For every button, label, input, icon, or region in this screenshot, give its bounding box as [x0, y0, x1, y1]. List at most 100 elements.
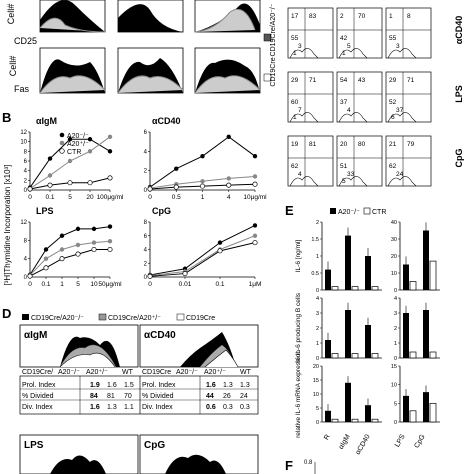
data-point [147, 186, 153, 192]
quadrant-value: 4 [347, 107, 351, 114]
flow-contour [338, 112, 368, 123]
table-cell: 1.3 [223, 382, 233, 389]
panel-letter-e: E [285, 203, 294, 218]
e-y-tick-label: 0 [316, 420, 319, 426]
bar-ctr [429, 402, 437, 423]
quadrant-value: 37 [396, 107, 404, 114]
e-y-tick-label: 4 [316, 296, 319, 302]
series-line-1 [149, 235, 256, 277]
data-point [67, 137, 73, 142]
chart-title: LPS [36, 206, 54, 216]
histogram-wt-3 [194, 8, 256, 33]
y-tick-label: 6 [144, 234, 148, 240]
d-table-rows: Prol. Index 1.9 1.6 1.5 Prol. Index 1.6 1.3 1.3… [20, 382, 258, 411]
flow-plot-frame [336, 7, 383, 59]
e-y-tick-label: 2 [316, 220, 319, 226]
data-point [107, 239, 113, 244]
row-label-c: CpG [454, 149, 464, 168]
e-y-tick-label: 40 [391, 220, 397, 226]
panel-a: Cell# CD25 Cell# Fas CD19Cre/A20⁻/⁻ CD19… [6, 0, 277, 94]
table-cell: 1.6 [107, 382, 117, 389]
x-tick-label: 50μg/ml [98, 281, 122, 288]
data-point [107, 175, 113, 181]
data-point [43, 265, 49, 271]
data-point [200, 179, 205, 184]
y-tick-label: 0 [24, 188, 28, 194]
x-tick-label: 1 [60, 281, 64, 288]
quadrant-value: 55 [291, 35, 299, 42]
bar-ctr [429, 351, 437, 359]
bar-ctr [351, 286, 359, 291]
quadrant-value: 62 [389, 163, 397, 170]
d-hist-lps [50, 455, 106, 474]
flow-contour [338, 176, 368, 187]
e-y-tick-label: 10 [391, 383, 397, 389]
flow-contour [289, 112, 319, 123]
quadrant-value: 5 [347, 43, 351, 50]
quadrant-value: 52 [389, 99, 397, 106]
table-cell: 1.5 [124, 382, 134, 389]
quadrant-value: 60 [291, 99, 299, 106]
bar-ko [403, 395, 409, 422]
chart-title: αIgM [36, 116, 57, 126]
flow-contour [387, 176, 417, 187]
data-point [59, 233, 65, 238]
flow-plot-frame [385, 7, 432, 59]
data-point [75, 251, 81, 257]
legend-marker-het [59, 140, 65, 146]
table-cell: 84 [90, 393, 98, 400]
legend-label-d-wt: CD19Cre [186, 315, 215, 322]
table-cell: 0.6 [206, 404, 216, 411]
table-cell: 44 [206, 393, 214, 400]
quadrant-value: 71 [407, 77, 415, 84]
table-row-label: Div. Index [142, 404, 173, 411]
y-tick-label: 8 [24, 149, 28, 155]
y-tick-label: 10 [20, 140, 27, 146]
table-cell: 26 [223, 393, 231, 400]
e-y-tick-label: 30 [391, 237, 397, 243]
e-y-tick-label: 10 [313, 392, 319, 398]
bar-ctr [371, 286, 379, 291]
flow-plot-frame [385, 71, 432, 123]
data-point [87, 137, 93, 142]
flow-plot-frame [287, 135, 334, 187]
d-title-igm: αIgM [24, 330, 47, 341]
bar-ctr [371, 353, 379, 359]
legend-label-e-ctr: CTR [372, 209, 386, 216]
x-tick-label: 5 [76, 281, 80, 288]
x-tick-label: 5 [68, 194, 72, 201]
histogram-wt-4 [39, 75, 106, 94]
e-y-tick-label: 2 [394, 326, 397, 332]
d-table-right-header-1: A20⁻/⁻ [176, 369, 198, 376]
bar-ko [345, 310, 351, 358]
e-x-label: R [323, 434, 332, 442]
data-point [27, 186, 33, 192]
quadrant-value: 5 [342, 178, 346, 185]
series-line-2 [149, 242, 256, 277]
e-x-label: αIgM [338, 433, 352, 450]
line-chart-0: 0 2 4 6 8 10 12 0 0.1 5 20 100μg/ml αIgM [20, 116, 124, 201]
bar-ko [423, 230, 429, 290]
table-cell: 1.6 [90, 404, 100, 411]
d-hist-cpg [165, 454, 226, 474]
e-y-tick-label: 3 [394, 311, 397, 317]
e-x-label: αCD40 [355, 433, 372, 456]
quadrant-value: 20 [340, 141, 348, 148]
x-tick-label: 10 [90, 281, 98, 288]
bar-ko [423, 310, 429, 358]
quadrant-value: 33 [347, 171, 355, 178]
e-y-tick-label: 5 [316, 406, 319, 412]
e-y-tick-label: 3 [316, 311, 319, 317]
data-point [252, 174, 258, 179]
panel-letter-f: F [285, 458, 293, 473]
e-y-tick-label: 0 [394, 288, 397, 294]
e-ylabel: % IL-6 producing B cells [295, 292, 302, 363]
legend-label-het-b: A20⁺/⁻ [67, 141, 89, 148]
flow-plot-frame [336, 71, 383, 123]
quadrant-value: 1 [293, 50, 297, 57]
table-cell: 0.3 [240, 404, 250, 411]
panel-d-histograms: αIgM αCD40 LPS CpG [19, 324, 259, 474]
quadrant-value: 51 [340, 163, 348, 170]
table-row-label: Prol. Index [22, 382, 56, 389]
